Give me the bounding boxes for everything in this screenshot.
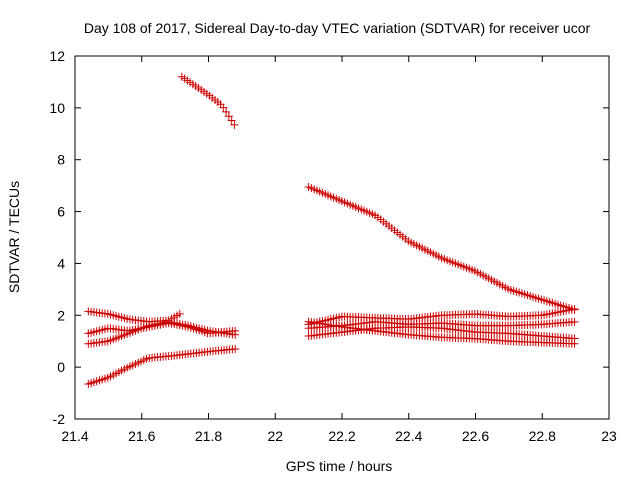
data-point [224, 112, 233, 121]
y-tick-label: -2 [53, 411, 66, 427]
data-point [231, 344, 240, 353]
x-axis-label: GPS time / hours [286, 458, 393, 474]
y-axis-label: SDTVAR / TECUs [6, 181, 22, 293]
series-arc-falling [304, 182, 579, 314]
x-tick-label: 23 [601, 428, 617, 444]
data-point [219, 103, 228, 112]
x-tick-label: 21.4 [61, 428, 88, 444]
series-arc-g [304, 322, 579, 343]
y-tick-label: 0 [57, 359, 65, 375]
y-tick-label: 6 [57, 204, 65, 220]
y-tick-label: 2 [57, 307, 65, 323]
series-arc-d [84, 344, 240, 388]
plot-frame [74, 55, 610, 420]
ticks-layer: 21.4 21.6 21.8 22 22.2 22.4 22.6 22.8 23 -2 0 2 4 6 8 1… [49, 48, 617, 444]
x-tick-label: 22 [267, 428, 283, 444]
data-point [231, 330, 240, 339]
data-point [570, 339, 579, 348]
y-tick-label: 12 [49, 48, 65, 64]
x-tick-label: 22.6 [462, 428, 489, 444]
data-point [570, 317, 579, 326]
data-point [222, 107, 231, 116]
x-tick-label: 22.4 [395, 428, 422, 444]
series-arc-c [84, 317, 240, 348]
x-tick-label: 22.2 [328, 428, 355, 444]
data-point [230, 120, 239, 129]
data-point [227, 116, 236, 125]
x-tick-label: 21.6 [128, 428, 155, 444]
data-point [570, 305, 579, 314]
y-tick-label: 4 [57, 255, 65, 271]
y-tick-label: 8 [57, 152, 65, 168]
series-arc-high [177, 72, 239, 129]
points-layer [84, 72, 579, 388]
x-tick-label: 22.8 [529, 428, 556, 444]
data-point [175, 309, 184, 318]
y-tick-label: 10 [49, 100, 65, 116]
series-arc-h [304, 317, 579, 348]
chart-title: Day 108 of 2017, Sidereal Day-to-day VTE… [84, 20, 591, 36]
x-tick-label: 21.8 [195, 428, 222, 444]
